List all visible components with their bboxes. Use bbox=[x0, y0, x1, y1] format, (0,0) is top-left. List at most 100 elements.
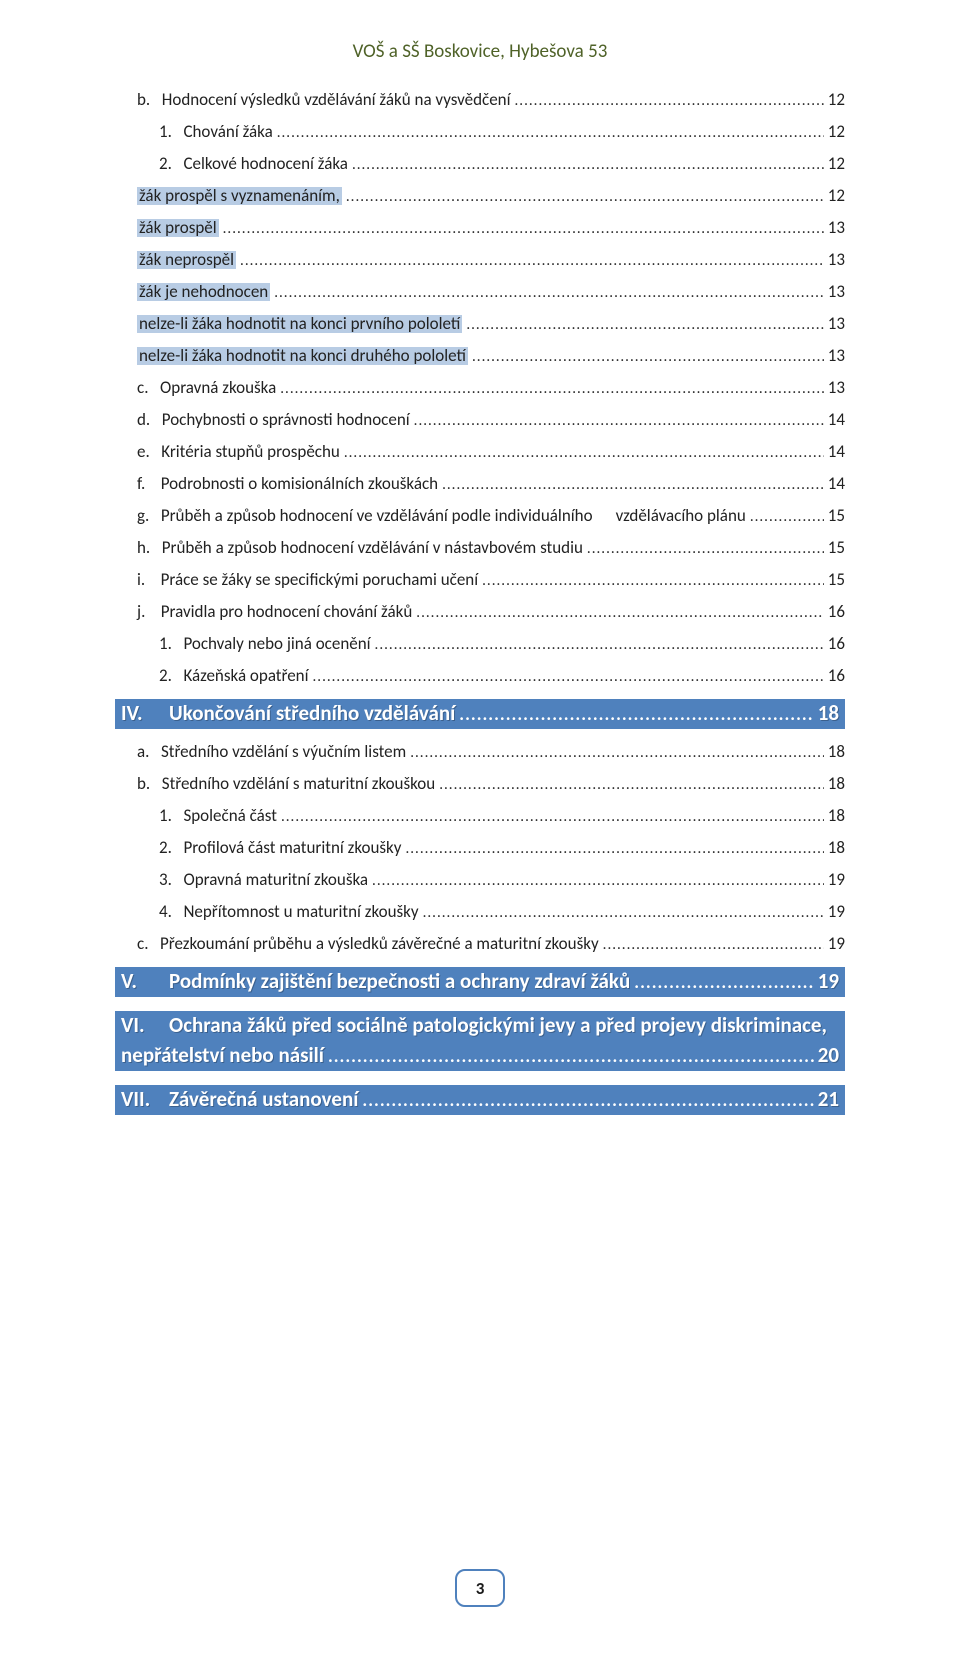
toc-leader-dots bbox=[482, 571, 824, 589]
toc-heading-page: 18 bbox=[818, 703, 839, 724]
toc-entry-label: Pochybnosti o správnosti hodnocení bbox=[162, 411, 410, 428]
toc-entry-label: žák neprospěl bbox=[137, 251, 236, 269]
toc-entry-prefix: h. bbox=[137, 539, 162, 556]
toc-heading-label: Podmínky zajištění bezpečnosti a ochrany… bbox=[169, 971, 630, 992]
toc-heading-page: 19 bbox=[818, 971, 839, 992]
toc-entry-label: Průběh a způsob hodnocení ve vzdělávání … bbox=[161, 507, 746, 524]
toc-entry-label: Kázeňská opatření bbox=[183, 667, 308, 684]
toc-entry-label: Pravidla pro hodnocení chování žáků bbox=[161, 603, 413, 620]
toc-entry-label: Chování žáka bbox=[183, 123, 272, 140]
toc-leader-dots bbox=[405, 839, 823, 857]
toc-entry-label: Profilová část maturitní zkoušky bbox=[183, 839, 401, 856]
toc-entry-page: 18 bbox=[828, 743, 845, 760]
toc-entry-label: žák je nehodnocen bbox=[137, 283, 270, 301]
toc-leader-dots bbox=[240, 251, 824, 269]
toc-entry: h. Průběh a způsob hodnocení vzdělávání … bbox=[115, 539, 845, 557]
toc-entry-page: 16 bbox=[828, 667, 845, 684]
toc-entry-prefix: 1. bbox=[159, 635, 183, 652]
toc-heading-label: Ukončování středního vzdělávání bbox=[169, 703, 455, 724]
toc-entry-page: 14 bbox=[828, 475, 845, 492]
toc-entry-label: Přezkoumání průběhu a výsledků závěrečné… bbox=[160, 935, 599, 952]
toc-leader-dots bbox=[442, 475, 824, 493]
toc-entry-prefix: 2. bbox=[159, 667, 183, 684]
toc-entry-label: Opravná zkouška bbox=[160, 379, 276, 396]
toc-entry: 3. Opravná maturitní zkouška19 bbox=[115, 871, 845, 889]
toc-entry-page: 19 bbox=[828, 871, 845, 888]
toc-leader-dots bbox=[346, 187, 824, 205]
toc-entry: f. Podrobnosti o komisionálních zkouškác… bbox=[115, 475, 845, 493]
toc-entry-page: 13 bbox=[828, 347, 845, 364]
toc-heading-number: V. bbox=[121, 971, 169, 992]
toc-entry-page: 18 bbox=[828, 807, 845, 824]
toc-entry-page: 13 bbox=[828, 251, 845, 268]
toc-leader-dots bbox=[281, 807, 824, 825]
toc-leader-dots bbox=[423, 903, 824, 921]
toc-leader-dots bbox=[352, 155, 824, 173]
toc-entry-page: 14 bbox=[828, 411, 845, 428]
toc-heading-number: VII. bbox=[121, 1089, 169, 1110]
toc-leader-dots bbox=[277, 123, 824, 141]
toc-entry-page: 19 bbox=[828, 935, 845, 952]
toc-heading-label: Závěrečná ustanovení bbox=[169, 1089, 358, 1110]
toc-entry: i. Práce se žáky se specifickými porucha… bbox=[115, 571, 845, 589]
toc-leader-dots bbox=[515, 91, 824, 109]
toc-entry: nelze-li žáka hodnotit na konci prvního … bbox=[115, 315, 845, 333]
toc-entry-prefix: c. bbox=[137, 379, 160, 396]
toc-leader-dots bbox=[375, 635, 824, 653]
toc-entry: d. Pochybnosti o správnosti hodnocení 14 bbox=[115, 411, 845, 429]
toc-entry: 1. Společná část 18 bbox=[115, 807, 845, 825]
toc-entry-prefix: f. bbox=[137, 475, 161, 492]
toc-entry-label: nelze-li žáka hodnotit na konci prvního … bbox=[137, 315, 462, 333]
toc-entry: 1. Chování žáka12 bbox=[115, 123, 845, 141]
toc-entry: a. Středního vzdělání s výučním listem 18 bbox=[115, 743, 845, 761]
toc-entry-label: Nepřítomnost u maturitní zkoušky bbox=[183, 903, 418, 920]
toc-entry-prefix: 2. bbox=[159, 155, 183, 172]
toc-entry-label: Kritéria stupňů prospěchu bbox=[161, 443, 340, 460]
toc-entry-prefix: 2. bbox=[159, 839, 183, 856]
document-page: VOŠ a SŠ Boskovice, Hybešova 53 b. Hodno… bbox=[0, 0, 960, 1657]
toc-entry-prefix: i. bbox=[137, 571, 161, 588]
toc-entry-label: Společná část bbox=[183, 807, 277, 824]
toc-entry-page: 19 bbox=[828, 903, 845, 920]
toc-entry-prefix: b. bbox=[137, 91, 162, 108]
toc-entry: 4. Nepřítomnost u maturitní zkoušky 19 bbox=[115, 903, 845, 921]
toc-leader-dots bbox=[362, 1089, 813, 1110]
toc-entry: 2. Kázeňská opatření 16 bbox=[115, 667, 845, 685]
toc-entry: žák neprospěl 13 bbox=[115, 251, 845, 269]
toc-entry-prefix: d. bbox=[137, 411, 162, 428]
toc-leader-dots bbox=[223, 219, 824, 237]
toc-section-heading: VI.Ochrana žáků před sociálně patologick… bbox=[115, 1011, 845, 1071]
toc-leader-dots bbox=[459, 703, 813, 724]
toc-entry: 2. Profilová část maturitní zkoušky 18 bbox=[115, 839, 845, 857]
toc-entry-page: 18 bbox=[828, 839, 845, 856]
toc-entry-label: Podrobnosti o komisionálních zkouškách bbox=[161, 475, 438, 492]
toc-entry-page: 12 bbox=[828, 91, 845, 108]
toc-heading-label: Ochrana žáků před sociálně patologickými… bbox=[169, 1015, 827, 1036]
toc-entry-label: Středního vzdělání s výučním listem bbox=[161, 743, 406, 760]
toc-leader-dots bbox=[472, 347, 824, 365]
toc-entry-prefix: 4. bbox=[159, 903, 183, 920]
toc-entry-page: 16 bbox=[828, 603, 845, 620]
toc-entry-page: 15 bbox=[828, 571, 845, 588]
toc-entry: g. Průběh a způsob hodnocení ve vzdělává… bbox=[115, 507, 845, 525]
toc-entry-prefix: 1. bbox=[159, 807, 183, 824]
toc-section-heading: IV.Ukončování středního vzdělávání18 bbox=[115, 699, 845, 729]
toc-entry: 1. Pochvaly nebo jiná ocenění16 bbox=[115, 635, 845, 653]
toc-section-heading: V.Podmínky zajištění bezpečnosti a ochra… bbox=[115, 967, 845, 997]
toc-entry-label: nelze-li žáka hodnotit na konci druhého … bbox=[137, 347, 468, 365]
toc-entry: c. Přezkoumání průběhu a výsledků závěre… bbox=[115, 935, 845, 953]
toc-leader-dots bbox=[410, 743, 824, 761]
toc-entry: j. Pravidla pro hodnocení chování žáků16 bbox=[115, 603, 845, 621]
toc-entry: b. Středního vzdělání s maturitní zkoušk… bbox=[115, 775, 845, 793]
toc-leader-dots bbox=[280, 379, 824, 397]
toc-entry-page: 15 bbox=[828, 507, 845, 524]
toc-entry: žák prospěl s vyznamenáním,12 bbox=[115, 187, 845, 205]
toc-entry-label: Pochvaly nebo jiná ocenění bbox=[183, 635, 370, 652]
toc-entry-page: 15 bbox=[828, 539, 845, 556]
toc-entry: žák je nehodnocen13 bbox=[115, 283, 845, 301]
toc-entry: 2. Celkové hodnocení žáka12 bbox=[115, 155, 845, 173]
toc-leader-dots bbox=[587, 539, 824, 557]
toc-entry-label: Celkové hodnocení žáka bbox=[183, 155, 348, 172]
toc-entry-prefix: a. bbox=[137, 743, 161, 760]
table-of-contents: b. Hodnocení výsledků vzdělávání žáků na… bbox=[115, 91, 845, 1115]
